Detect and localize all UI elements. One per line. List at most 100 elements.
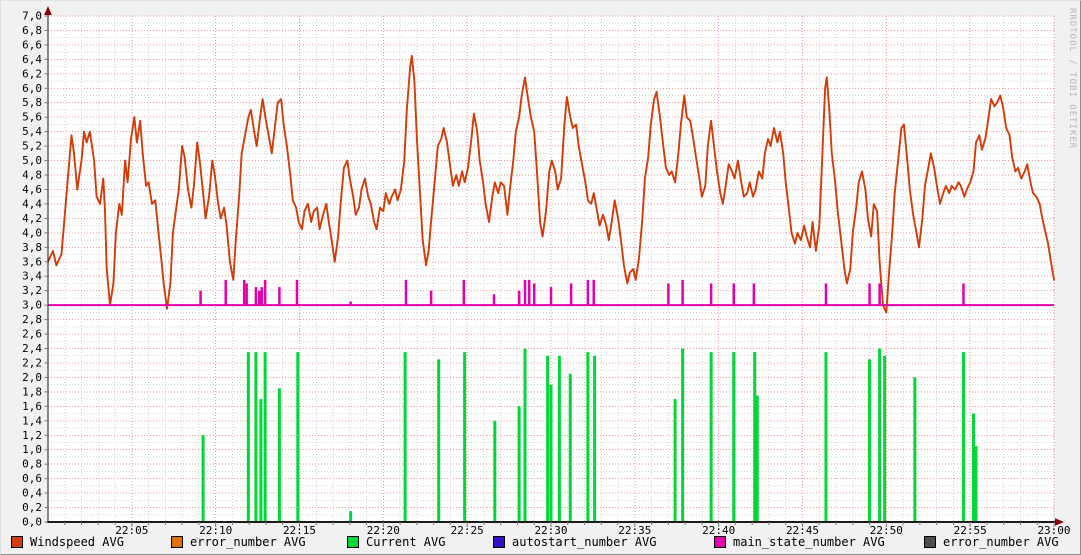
x-tick-label: 22:30 <box>534 524 567 537</box>
y-tick-label: 6,2 <box>22 67 42 80</box>
y-tick-label: 6,6 <box>22 38 42 51</box>
x-axis-arrow-icon <box>1055 518 1064 526</box>
current-bar <box>277 388 281 522</box>
y-tick-label: 3,2 <box>22 284 42 297</box>
y-tick-label: 3,8 <box>22 241 42 254</box>
y-tick-label: 4,8 <box>22 169 42 182</box>
current-bar <box>586 352 590 522</box>
current-bar <box>523 348 527 522</box>
legend-label: error_number AVG <box>943 535 1059 549</box>
current-bar <box>349 511 353 522</box>
x-tick-label: 22:05 <box>115 524 148 537</box>
legend-swatch-icon <box>714 536 726 548</box>
y-tick-label: 5,6 <box>22 111 42 124</box>
windspeed-line <box>47 54 1055 314</box>
x-tick-label: 22:35 <box>618 524 651 537</box>
y-tick-label: 4,2 <box>22 212 42 225</box>
y-tick-label: 0,8 <box>22 458 42 471</box>
current-bar <box>546 355 550 522</box>
current-bar <box>974 446 978 522</box>
y-tick-label: 5,0 <box>22 154 42 167</box>
legend-swatch-icon <box>171 536 183 548</box>
legend-swatch-icon <box>493 536 505 548</box>
y-tick-label: 2,6 <box>22 328 42 341</box>
y-tick-label: 4,0 <box>22 226 42 239</box>
y-tick-label: 5,2 <box>22 140 42 153</box>
y-axis-arrow-icon <box>44 6 52 15</box>
y-tick-label: 2,0 <box>22 371 42 384</box>
x-tick-label: 22:20 <box>367 524 400 537</box>
legend-label: Windspeed AVG <box>30 535 124 549</box>
current-bar <box>201 435 205 522</box>
legend-item: main_state_number AVG <box>714 534 885 550</box>
y-tick-label: 2,2 <box>22 356 42 369</box>
current-bar <box>753 352 757 522</box>
y-tick-label: 2,8 <box>22 313 42 326</box>
x-tick-label: 22:55 <box>954 524 987 537</box>
current-bar <box>549 384 553 522</box>
y-tick-label: 0,4 <box>22 487 42 500</box>
y-tick-label: 6,8 <box>22 24 42 37</box>
current-bar <box>593 355 597 522</box>
legend-label: Current AVG <box>366 535 446 549</box>
current-bar <box>296 352 300 522</box>
current-bar <box>673 399 677 522</box>
y-tick-label: 1,4 <box>22 414 42 427</box>
current-bar <box>568 373 572 522</box>
current-bar <box>557 355 561 522</box>
y-tick-label: 0,6 <box>22 472 42 485</box>
legend-label: main_state_number AVG <box>733 535 885 549</box>
x-tick-label: 23:00 <box>1037 524 1070 537</box>
y-tick-label: 3,4 <box>22 270 42 283</box>
legend-swatch-icon <box>924 536 936 548</box>
current-bar <box>972 413 976 522</box>
legend-swatch-icon <box>347 536 359 548</box>
current-bar <box>517 406 521 522</box>
current-bar <box>732 352 736 522</box>
current-bar <box>493 420 497 522</box>
legend-item: error_number AVG <box>171 534 306 550</box>
legend-label: autostart_number AVG <box>512 535 657 549</box>
y-tick-label: 5,8 <box>22 96 42 109</box>
y-tick-label: 6,0 <box>22 82 42 95</box>
current-bar <box>913 377 917 522</box>
x-tick-label: 22:40 <box>702 524 735 537</box>
y-tick-label: 3,6 <box>22 255 42 268</box>
y-tick-label: 6,4 <box>22 53 42 66</box>
current-bar <box>246 352 250 522</box>
x-tick-label: 22:25 <box>451 524 484 537</box>
y-tick-label: 0,0 <box>22 516 42 529</box>
legend-swatch-icon <box>11 536 23 548</box>
current-bar <box>878 348 882 522</box>
y-tick-label: 3,0 <box>22 299 42 312</box>
current-bar <box>463 352 467 522</box>
current-bar <box>263 352 267 522</box>
rrdtool-watermark: RRDTOOL / TOBI OETIKER <box>1067 8 1077 150</box>
legend-item: Current AVG <box>347 534 445 550</box>
y-tick-label: 0,2 <box>22 501 42 514</box>
current-bar <box>403 352 407 522</box>
y-tick-label: 2,4 <box>22 342 42 355</box>
x-tick-label: 22:10 <box>199 524 232 537</box>
y-tick-label: 1,6 <box>22 400 42 413</box>
current-bar <box>259 399 263 522</box>
current-bar <box>868 359 872 522</box>
x-tick-label: 22:45 <box>786 524 819 537</box>
y-tick-label: 4,6 <box>22 183 42 196</box>
current-bar <box>709 352 713 522</box>
y-tick-label: 7,0 <box>22 10 42 23</box>
current-bar <box>437 359 441 522</box>
y-tick-label: 1,8 <box>22 385 42 398</box>
current-bar <box>883 355 887 522</box>
legend-item: error_number AVG <box>924 534 1059 550</box>
y-tick-label: 1,2 <box>22 429 42 442</box>
current-bar <box>254 352 258 522</box>
y-tick-label: 4,4 <box>22 197 42 210</box>
current-bar <box>961 352 965 522</box>
legend-label: error_number AVG <box>190 535 306 549</box>
current-bar <box>824 352 828 522</box>
y-tick-label: 1,0 <box>22 443 42 456</box>
x-tick-label: 22:50 <box>870 524 903 537</box>
